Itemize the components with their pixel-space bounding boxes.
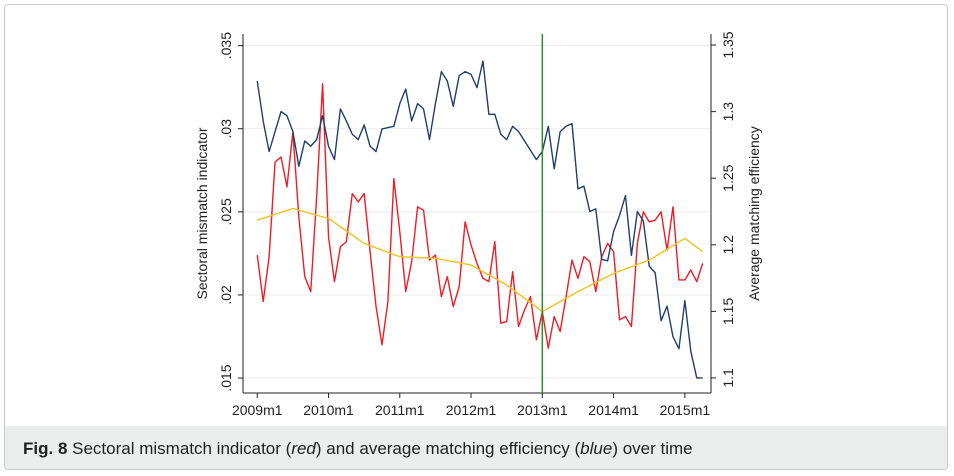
y-tick-label: .035 [218,32,234,59]
y-axis-title: Sectoral mismatch indicator [194,127,210,299]
x-tick-label: 2011m1 [375,402,425,418]
x-tick-label: 2014m1 [588,402,639,418]
series-line [256,60,703,379]
x-tick-label: 2009m1 [232,402,283,418]
caption-text: ) and average matching efficiency ( [315,439,581,458]
y2-tick-label: 1.15 [720,298,736,325]
x-tick-label: 2012m1 [446,402,497,418]
caption-text: ) over time [612,439,693,458]
y-tick-label: .025 [218,198,234,225]
caption-text: red [291,439,316,458]
x-axis-title: ... [471,418,483,426]
y2-tick-label: 1.35 [720,31,736,58]
y-tick-label: .03 [218,119,234,139]
y-tick-label: .015 [218,364,234,391]
y-tick-label: .02 [218,285,234,305]
y2-tick-label: 1.2 [720,235,736,255]
figure: .015 .02 .025 .03 .035 1.1 1.15 1.2 1.25 1.3 1.35 2… [4,4,948,470]
caption-text: Sectoral mismatch indicator ( [67,439,292,458]
caption-label: Fig. 8 [23,439,68,458]
series-line [257,207,704,313]
caption: Fig. 8 Sectoral mismatch indicator (red)… [5,426,947,469]
series-line [256,83,704,349]
chart: .015 .02 .025 .03 .035 1.1 1.15 1.2 1.25 1.3 1.35 2… [194,31,762,426]
y2-tick-label: 1.25 [720,164,736,191]
caption-text: blue [580,439,613,458]
x-tick-label: 2015m1 [660,402,711,418]
y2-axis-title: Average matching efficiency [746,126,762,301]
x-tick-label: 2013m1 [517,402,568,418]
x-tick-label: 2010m1 [303,402,354,418]
y2-tick-label: 1.1 [720,368,736,388]
y2-tick-label: 1.3 [720,102,736,122]
